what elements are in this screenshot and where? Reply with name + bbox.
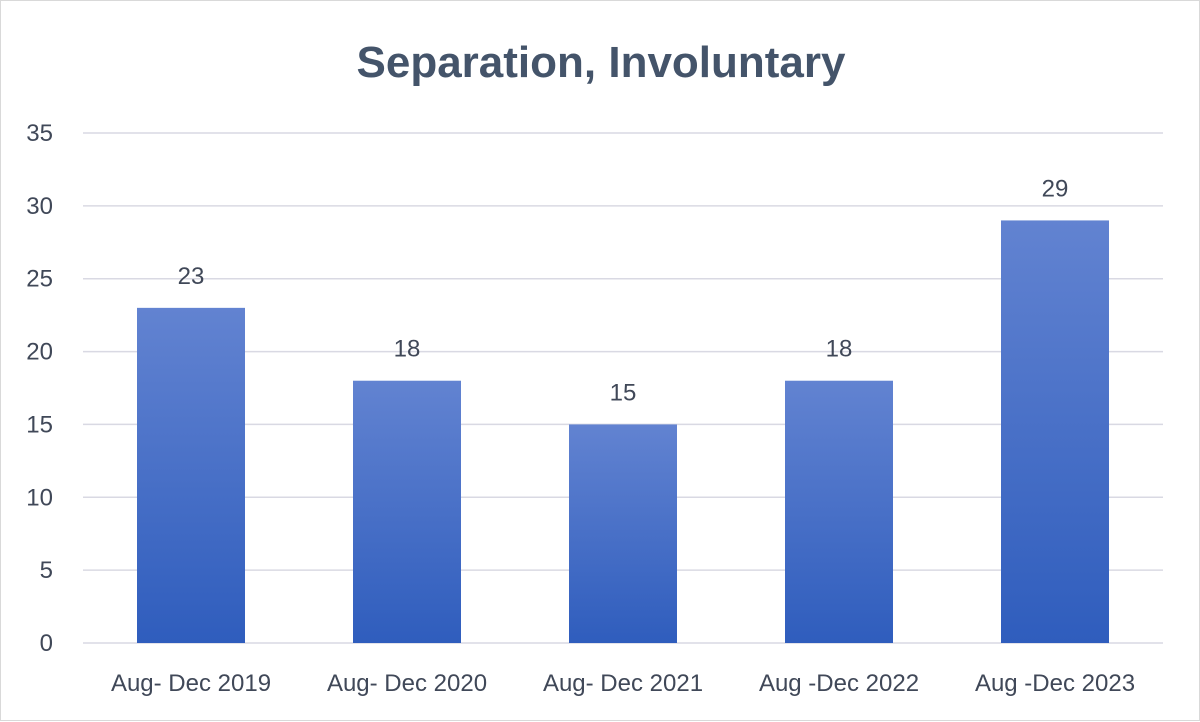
data-label: 18	[394, 336, 421, 363]
bar	[1001, 220, 1109, 643]
y-tick-label: 0	[40, 630, 53, 657]
chart-title: Separation, Involuntary	[357, 38, 847, 87]
bar	[353, 380, 461, 643]
data-label: 15	[610, 379, 637, 406]
bars	[137, 220, 1109, 643]
y-tick-label: 5	[40, 557, 53, 584]
bar	[569, 424, 677, 643]
bar	[785, 380, 893, 643]
data-labels: 23 18 15 18 29	[178, 175, 1069, 406]
y-tick-label: 25	[26, 266, 53, 293]
bar	[137, 307, 245, 643]
x-tick-label: Aug- Dec 2021	[543, 670, 703, 697]
x-tick-label: Aug -Dec 2022	[759, 670, 919, 697]
y-tick-label: 35	[26, 120, 53, 147]
x-tick-label: Aug -Dec 2023	[975, 670, 1135, 697]
x-axis-tick-labels: Aug- Dec 2019 Aug- Dec 2020 Aug- Dec 2021 A…	[111, 670, 1135, 697]
data-label: 18	[826, 336, 853, 363]
x-tick-label: Aug- Dec 2020	[327, 670, 487, 697]
y-tick-label: 30	[26, 193, 53, 220]
y-tick-label: 15	[26, 411, 53, 438]
y-axis-tick-labels: 0 5 10 15 20 25 30 35	[26, 120, 53, 657]
y-tick-label: 10	[26, 484, 53, 511]
y-tick-label: 20	[26, 339, 53, 366]
x-tick-label: Aug- Dec 2019	[111, 670, 271, 697]
data-label: 23	[178, 263, 205, 290]
data-label: 29	[1042, 175, 1069, 202]
